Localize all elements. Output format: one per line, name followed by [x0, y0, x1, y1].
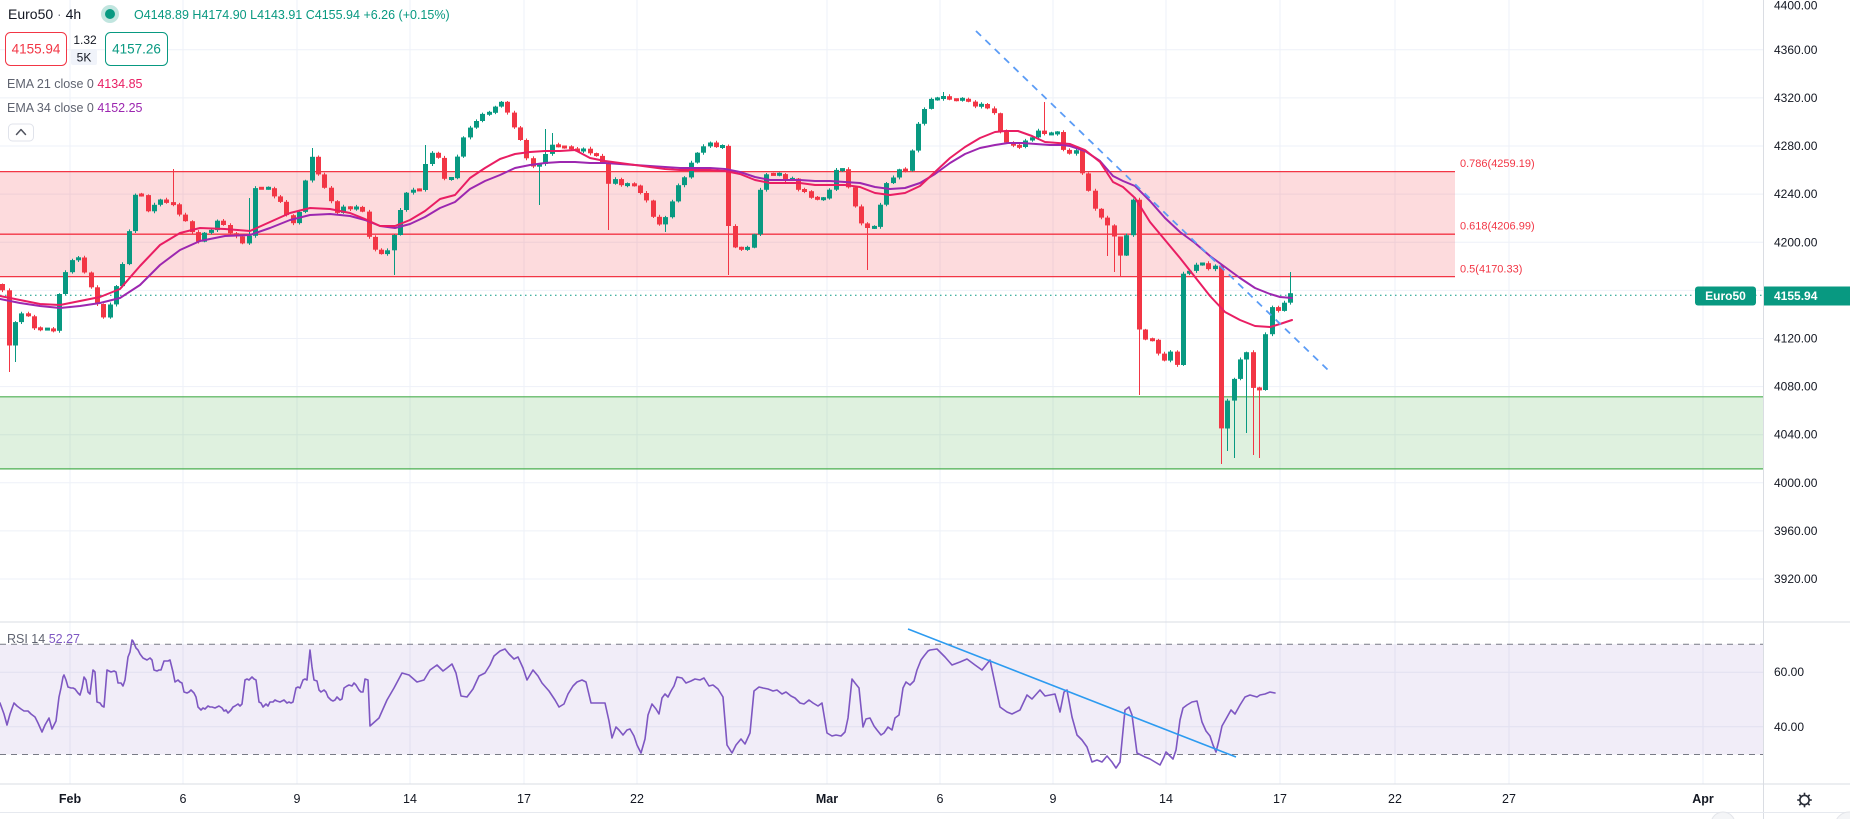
svg-text:4000.00: 4000.00 [1774, 476, 1818, 490]
svg-text:40.00: 40.00 [1774, 720, 1804, 734]
svg-text:6: 6 [180, 792, 187, 806]
svg-text:4360.00: 4360.00 [1774, 43, 1818, 57]
svg-text:O4148.89 H4174.90 L4143.91 C41: O4148.89 H4174.90 L4143.91 C4155.94 +6.2… [134, 8, 450, 22]
svg-text:9: 9 [1050, 792, 1057, 806]
svg-text:60.00: 60.00 [1774, 665, 1804, 679]
svg-text:4200.00: 4200.00 [1774, 235, 1818, 249]
svg-text:Feb: Feb [59, 792, 82, 806]
svg-text:0.618(4206.99): 0.618(4206.99) [1460, 221, 1535, 233]
svg-text:4400.00: 4400.00 [1774, 0, 1818, 13]
svg-text:0.5(4170.33): 0.5(4170.33) [1460, 264, 1522, 276]
svg-text:1.32: 1.32 [73, 33, 97, 47]
svg-text:3920.00: 3920.00 [1774, 572, 1818, 586]
svg-text:4320.00: 4320.00 [1774, 91, 1818, 105]
svg-text:4155.94: 4155.94 [12, 42, 61, 57]
svg-text:22: 22 [1388, 792, 1402, 806]
svg-text:17: 17 [517, 792, 531, 806]
svg-text:3960.00: 3960.00 [1774, 524, 1818, 538]
svg-text:14: 14 [1159, 792, 1173, 806]
svg-text:4120.00: 4120.00 [1774, 332, 1818, 346]
svg-text:6: 6 [937, 792, 944, 806]
svg-text:4240.00: 4240.00 [1774, 187, 1818, 201]
svg-text:Mar: Mar [816, 792, 838, 806]
svg-text:4155.94: 4155.94 [1774, 289, 1818, 303]
svg-text:17: 17 [1273, 792, 1287, 806]
svg-text:EMA 21 close 0 4134.85: EMA 21 close 0 4134.85 [7, 77, 143, 91]
svg-text:4040.00: 4040.00 [1774, 428, 1818, 442]
svg-text:Euro50 · 4h: Euro50 · 4h [8, 6, 81, 22]
svg-text:Apr: Apr [1692, 792, 1714, 806]
svg-text:4280.00: 4280.00 [1774, 139, 1818, 153]
svg-text:27: 27 [1502, 792, 1516, 806]
svg-text:EMA 34 close 0 4152.25: EMA 34 close 0 4152.25 [7, 101, 143, 115]
svg-text:14: 14 [403, 792, 417, 806]
svg-text:0.786(4259.19): 0.786(4259.19) [1460, 158, 1535, 170]
svg-text:RSI 14 52.27: RSI 14 52.27 [7, 632, 80, 646]
svg-text:9: 9 [294, 792, 301, 806]
svg-text:22: 22 [630, 792, 644, 806]
svg-text:Euro50: Euro50 [1705, 289, 1746, 303]
svg-text:4157.26: 4157.26 [112, 42, 161, 57]
svg-text:4080.00: 4080.00 [1774, 380, 1818, 394]
svg-text:5K: 5K [77, 51, 92, 65]
